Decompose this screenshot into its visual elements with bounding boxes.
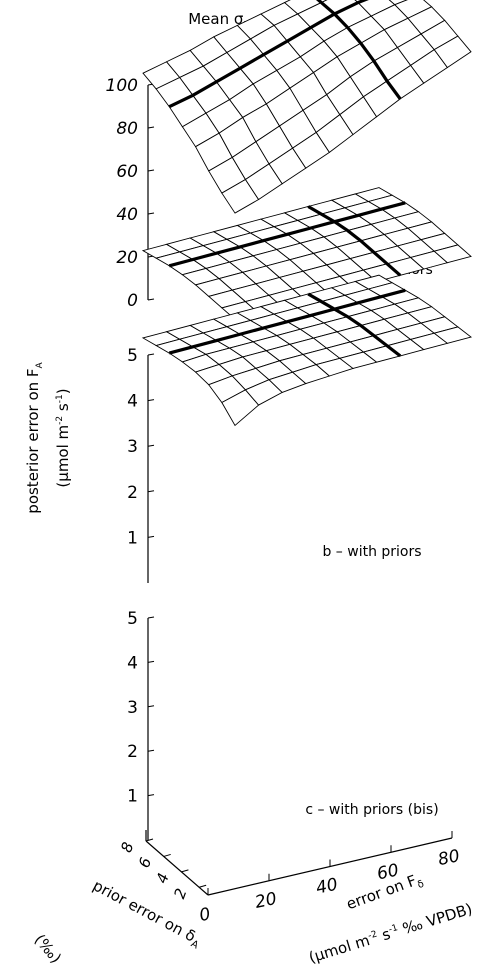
y-axis-title-2: (‰) [31,931,65,967]
z-tick [147,794,155,797]
surface-cell [388,0,408,6]
z-tick-label: 80 [116,119,138,139]
x-tick-label: 20 [253,889,278,913]
z-tick [147,126,155,129]
y-axis-line [145,840,209,896]
z-tick-label: 100 [106,76,138,96]
y-tick-label: 2 [170,886,190,901]
x-tick-label: 80 [436,846,461,870]
z-tick-label: 5 [127,346,138,366]
z-tick-label: 5 [127,609,138,629]
y-tick-label: 6 [135,855,155,870]
z-tick [147,490,155,493]
z-tick-label: 3 [127,437,138,457]
highlight-line-y [168,201,406,268]
highlight-line-x [307,205,402,277]
z-tick [147,705,155,708]
z-tick [147,212,155,215]
z-tick-label: 20 [116,248,138,268]
z-tick [147,298,155,301]
z-tick-label: 40 [116,205,138,225]
z-tick [147,353,155,356]
surface-cell [433,244,472,264]
y-axis-title-line1: prior error on δA [89,876,205,951]
z-axis-title: posterior error on FA (μmol m-2 s-1) [24,361,72,513]
z-tick-label: 1 [127,787,138,807]
x-tick-label: 0 [198,904,213,926]
y-axis-title-line2: (‰) [31,931,65,967]
z-tick-label: 4 [127,392,138,412]
highlight-line-y [168,288,406,355]
y-tick [199,884,207,888]
z-axis-title-line2: (μmol m-2 s-1) [54,388,72,487]
x-tick-label: 40 [314,875,339,899]
panel-label: b – with priors [322,544,421,560]
y-tick [163,853,171,857]
highlight-line-x [307,292,402,358]
y-tick [181,869,189,873]
z-tick [147,535,155,538]
z-tick [147,169,155,172]
z-tick-label: 2 [127,742,138,762]
z-tick-label: 2 [127,483,138,503]
y-axis-title: prior error on δA [89,876,205,951]
panels: 020406080100a – without priors12345b – w… [106,0,472,840]
x-axis-title-2: (μmol m-2 s-1 ‰ VPDB) [307,900,475,967]
z-tick [147,616,155,619]
z-tick-label: 60 [116,162,138,182]
x-tick-label: 60 [375,860,400,884]
highlight-line-x [315,0,402,100]
z-tick-label: 4 [127,653,138,673]
panel-label: c – with priors (bis) [305,802,438,818]
y-tick-label: 4 [153,871,173,886]
z-tick-label: 1 [127,528,138,548]
z-tick-label: 0 [127,291,138,311]
y-tick-label: 8 [117,840,137,855]
surface-cell [433,326,472,344]
x-axis-title-line2: (μmol m-2 s-1 ‰ VPDB) [307,900,475,967]
z-tick-label: 3 [127,698,138,718]
panel-b: 1 2 3 4 5 b – with priors [127,187,472,583]
panel-a: 020406080100a – without priors [106,0,472,311]
panel-c: 1 2 3 4 5 c – with priors (bis) [127,274,472,840]
z-tick [147,444,155,447]
z-tick [147,399,155,402]
z-tick [147,660,155,663]
highlight-line-y [168,0,369,109]
surface-cell [433,35,472,69]
z-tick [147,749,155,752]
y-tick [145,838,154,842]
z-axis-title-line1: posterior error on FA [24,361,45,513]
